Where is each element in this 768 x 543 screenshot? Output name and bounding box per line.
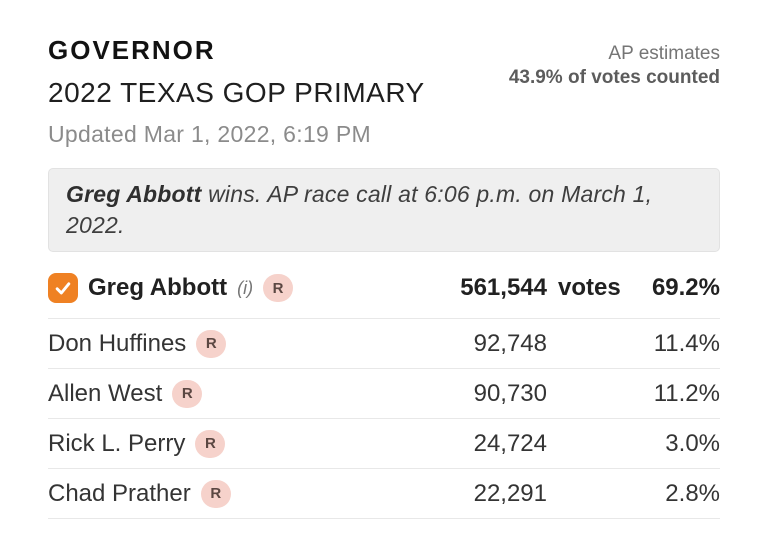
race-call-text: wins. AP race call at 6:06 p.m. on March… bbox=[66, 181, 653, 238]
candidate-name: Don Huffines bbox=[48, 329, 187, 357]
party-badge-r: R bbox=[172, 379, 203, 408]
votes-value: 22,291 bbox=[473, 479, 547, 507]
candidate-name: Greg Abbott bbox=[88, 274, 228, 301]
winner-check-icon bbox=[48, 273, 78, 303]
office-title: GOVERNOR bbox=[48, 35, 216, 65]
candidate-row: Chad Prather R 22,291 2.8% bbox=[48, 469, 720, 519]
party-badge-r: R bbox=[263, 274, 294, 302]
percent-value: 11.4% bbox=[653, 329, 720, 357]
candidate-name-cell: Allen West R bbox=[48, 379, 432, 408]
votes-value: 561,544 bbox=[460, 274, 547, 301]
candidate-name: Chad Prather bbox=[48, 479, 191, 507]
party-badge-r: R bbox=[196, 329, 227, 358]
candidate-row: Allen West R 90,730 11.2% bbox=[48, 369, 720, 419]
candidate-name: Rick L. Perry bbox=[48, 429, 186, 457]
party-badge-r: R bbox=[195, 429, 226, 458]
candidate-name: Allen West bbox=[48, 379, 163, 407]
votes-value: 92,748 bbox=[473, 329, 547, 357]
ap-estimates-label: AP estimates bbox=[608, 43, 720, 64]
race-call-winner-name: Greg Abbott bbox=[66, 181, 202, 207]
candidate-name-cell: Rick L. Perry R bbox=[48, 429, 432, 458]
votes-unit-label: votes bbox=[558, 274, 621, 301]
percent-value: 11.2% bbox=[653, 379, 720, 407]
candidate-row: Greg Abbott (i) R 561,544 votes 69.2% bbox=[48, 258, 720, 319]
candidate-name-cell: Don Huffines R bbox=[48, 329, 432, 358]
incumbent-indicator: (i) bbox=[237, 277, 254, 298]
percent-value: 2.8% bbox=[665, 479, 720, 507]
race-title: 2022 TEXAS GOP PRIMARY bbox=[48, 77, 425, 108]
percent-value: 69.2% bbox=[651, 274, 720, 301]
race-header: GOVERNOR 2022 TEXAS GOP PRIMARY Updated … bbox=[48, 36, 720, 148]
candidate-row: Don Huffines R 92,748 11.4% bbox=[48, 319, 720, 369]
candidate-name-cell: Greg Abbott (i) R bbox=[48, 273, 432, 303]
percent-value: 3.0% bbox=[665, 429, 720, 457]
updated-timestamp: Updated Mar 1, 2022, 6:19 PM bbox=[48, 121, 371, 147]
votes-value: 24,724 bbox=[473, 429, 547, 457]
candidate-name-cell: Chad Prather R bbox=[48, 479, 432, 508]
votes-value: 90,730 bbox=[473, 379, 547, 407]
race-header-right: AP estimates 43.9% of votes counted bbox=[509, 42, 720, 90]
race-header-left: GOVERNOR 2022 TEXAS GOP PRIMARY Updated … bbox=[48, 36, 425, 148]
candidate-row: Rick L. Perry R 24,724 3.0% bbox=[48, 419, 720, 469]
results-table: Greg Abbott (i) R 561,544 votes 69.2% Do… bbox=[48, 258, 720, 519]
race-call-banner: Greg Abbott wins. AP race call at 6:06 p… bbox=[48, 168, 720, 252]
votes-counted-label: 43.9% of votes counted bbox=[508, 67, 720, 88]
party-badge-r: R bbox=[200, 479, 231, 508]
